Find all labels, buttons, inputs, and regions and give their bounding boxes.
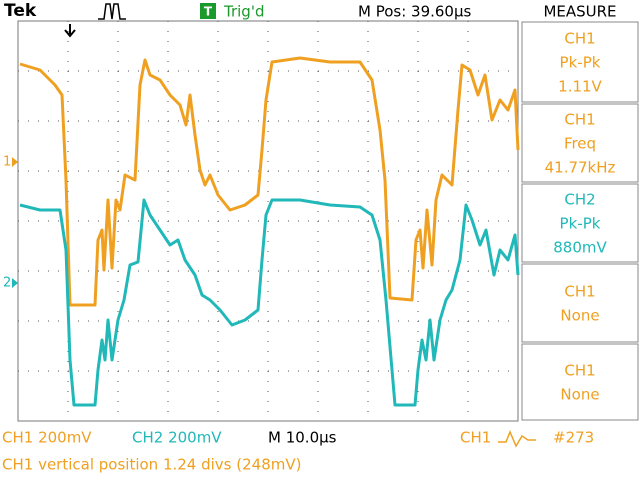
measure-type: Pk-Pk — [560, 54, 601, 72]
trigger-badge: T — [204, 5, 213, 19]
position: M Pos: 39.60µs — [358, 3, 472, 21]
measure-type: Freq — [564, 135, 596, 153]
graticule — [18, 21, 518, 421]
measure-value: 41.77kHz — [545, 159, 616, 177]
measure-title: MEASURE — [543, 3, 616, 21]
ch1-scale: CH1 200mV — [2, 429, 92, 447]
ch2-scale: CH2 200mV — [132, 429, 222, 447]
trigger-badge-box — [200, 3, 216, 19]
trigger-status: Trig'd — [223, 3, 264, 21]
trigger-slope-icon — [498, 430, 536, 448]
measure-box — [521, 183, 639, 263]
measure-source: CH1 — [564, 111, 595, 129]
trigger-position-arrow — [64, 24, 76, 38]
measure-source: CH1 — [564, 30, 595, 48]
measure-type: None — [560, 386, 599, 404]
brand: Tek — [4, 1, 37, 21]
measure-source: CH2 — [564, 191, 595, 209]
ch2-marker: 2 — [3, 276, 11, 291]
measure-box — [521, 263, 639, 343]
ch2-trace — [19, 198, 520, 407]
measure-value: 1.11V — [558, 78, 602, 96]
timebase: M 10.0µs — [268, 429, 337, 447]
acquisition-count: #273 — [553, 429, 594, 447]
status-message: CH1 vertical position 1.24 divs (248mV) — [2, 456, 301, 474]
measure-box — [521, 343, 639, 421]
ch1-trace — [19, 56, 520, 307]
ch2-marker-arrow — [12, 278, 18, 288]
measure-box — [521, 21, 639, 103]
measure-type: Pk-Pk — [560, 215, 601, 233]
measure-source: CH1 — [564, 283, 595, 301]
ch1-marker-arrow — [12, 157, 18, 167]
ch1-marker: 1 — [3, 155, 11, 170]
trigger-source: CH1 — [460, 429, 491, 447]
measure-panel: CH1 Pk-Pk 1.11V CH1 Freq 41.77kHz CH2 Pk-Pk 880m… — [521, 21, 639, 421]
trigger-icon — [98, 3, 126, 20]
graticule-frame — [17, 20, 519, 422]
measure-source: CH1 — [564, 362, 595, 380]
measure-value: 880mV — [553, 239, 607, 257]
measure-box — [521, 103, 639, 183]
measure-type: None — [560, 307, 599, 325]
